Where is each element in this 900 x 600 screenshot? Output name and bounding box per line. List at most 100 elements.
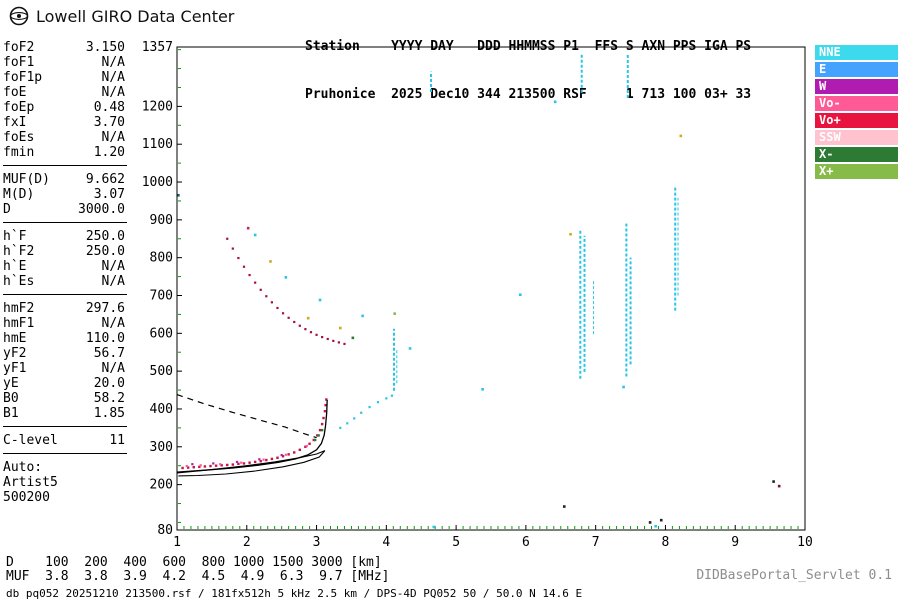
param-label: h`E — [3, 259, 27, 274]
param-yf2: yF2 56.7 — [3, 346, 125, 361]
param-he: h`E N/A — [3, 259, 125, 274]
y-tick-label: 900 — [150, 213, 173, 228]
param-label: yF1 — [3, 361, 27, 376]
param-hme: hmE 110.0 — [3, 331, 125, 346]
param-value: 1.20 — [93, 145, 125, 160]
param-label: M(D) — [3, 187, 35, 202]
legend-nne: NNE — [815, 45, 898, 60]
param-value: 58.2 — [93, 391, 125, 406]
y-tick-label: 400 — [150, 402, 173, 417]
param-foe: foE N/A — [3, 85, 125, 100]
legend-vominus: Vo- — [815, 96, 898, 111]
y-tick-label: 1357 — [142, 40, 173, 55]
brand-title: Lowell GIRO Data Center — [36, 6, 235, 26]
legend-xminus: X- — [815, 147, 898, 162]
param-label: foEp — [3, 100, 35, 115]
y-tick-label: 1100 — [142, 137, 173, 152]
legend-e: E — [815, 62, 898, 77]
ionogram-plot: 1 2 3 4 5 6 7 8 9 10 80 200 300 400 500 600 700 800 900 100… — [142, 40, 813, 550]
profile-curve — [176, 399, 328, 473]
legend-xplus: X+ — [815, 164, 898, 179]
param-value: 3.07 — [93, 187, 125, 202]
param-fof1: foF1 N/A — [3, 55, 125, 70]
param-mufd: MUF(D) 9.662 — [3, 172, 125, 187]
param-value: 0.48 — [93, 100, 125, 115]
x-tick-label: 7 — [592, 535, 600, 550]
x-tick-label: 5 — [452, 535, 460, 550]
param-500200: 500200 — [3, 490, 125, 505]
param-value: N/A — [101, 361, 125, 376]
param-label: yE — [3, 376, 19, 391]
param-label: B1 — [3, 406, 19, 421]
param-label: 500200 — [3, 490, 50, 505]
param-label: yF2 — [3, 346, 27, 361]
param-hf: h`F 250.0 — [3, 229, 125, 244]
param-label: foF2 — [3, 40, 35, 55]
profile-overlays — [176, 394, 328, 477]
y-tick-label: 200 — [150, 478, 173, 493]
x-tick-label: 3 — [313, 535, 321, 550]
direction-legend: NNE E W Vo- Vo+ SSW X- X+ — [815, 45, 898, 181]
param-b0: B0 58.2 — [3, 391, 125, 406]
y-tick-label: 80 — [157, 523, 173, 538]
param-value: 250.0 — [85, 244, 125, 259]
param-hmf2: hmF2 297.6 — [3, 301, 125, 316]
minor-ticks — [178, 49, 799, 529]
param-value: 3.150 — [85, 40, 125, 55]
param-value: N/A — [101, 259, 125, 274]
param-label: h`F2 — [3, 244, 35, 259]
param-value: N/A — [101, 316, 125, 331]
param-value: 11 — [109, 433, 125, 448]
muf-row-muf: MUF 3.8 3.8 3.9 4.2 4.5 4.9 6.3 9.7 [MHz… — [6, 569, 390, 584]
param-label: Artist5 — [3, 475, 58, 490]
param-value: N/A — [101, 130, 125, 145]
param-ye: yE 20.0 — [3, 376, 125, 391]
param-fof1p: foF1p N/A — [3, 70, 125, 85]
param-yf1: yF1 N/A — [3, 361, 125, 376]
rfi-streaks — [393, 53, 679, 391]
param-label: MUF(D) — [3, 172, 50, 187]
panel-separator — [3, 426, 127, 427]
param-label: foEs — [3, 130, 35, 145]
legend-voplus: Vo+ — [815, 113, 898, 128]
muf-table: D 100 200 400 600 800 1000 1500 3000 [km… — [6, 556, 390, 584]
param-md: M(D) 3.07 — [3, 187, 125, 202]
y-tick-label: 1000 — [142, 175, 173, 190]
brand: Lowell GIRO Data Center — [8, 5, 234, 27]
param-foes: foEs N/A — [3, 130, 125, 145]
y-tick-label: 600 — [150, 326, 173, 341]
panel-separator — [3, 294, 127, 295]
param-hmf1: hmF1 N/A — [3, 316, 125, 331]
panel-separator — [3, 222, 127, 223]
param-clevel: C-level 11 — [3, 433, 125, 448]
param-b1: B1 1.85 — [3, 406, 125, 421]
x-tick-label: 2 — [243, 535, 251, 550]
param-label: hmF1 — [3, 316, 35, 331]
param-value: 9.662 — [85, 172, 125, 187]
param-label: h`Es — [3, 274, 35, 289]
param-label: D — [3, 202, 11, 217]
param-value: N/A — [101, 55, 125, 70]
param-value: 56.7 — [93, 346, 125, 361]
giro-logo-icon — [9, 6, 29, 26]
x-tick-label: 4 — [382, 535, 390, 550]
profile-lens-curve — [176, 450, 326, 477]
param-label: hmE — [3, 331, 27, 346]
param-label: foF1p — [3, 70, 43, 85]
panel-separator — [3, 453, 127, 454]
profile-dashed-line — [176, 394, 317, 439]
param-label: Auto: — [3, 460, 43, 475]
param-fxi: fxI 3.70 — [3, 115, 125, 130]
x-tick-label: 6 — [522, 535, 530, 550]
param-foep: foEp 0.48 — [3, 100, 125, 115]
y-tick-label: 500 — [150, 364, 173, 379]
x-tick-label: 1 — [173, 535, 181, 550]
param-fmin: fmin 1.20 — [3, 145, 125, 160]
y-tick-label: 1200 — [142, 99, 173, 114]
param-value: 110.0 — [85, 331, 125, 346]
axes: 1 2 3 4 5 6 7 8 9 10 80 200 300 400 500 600 700 800 900 100… — [142, 40, 813, 550]
param-label: hmF2 — [3, 301, 35, 316]
param-label: h`F — [3, 229, 27, 244]
param-hf2: h`F2 250.0 — [3, 244, 125, 259]
